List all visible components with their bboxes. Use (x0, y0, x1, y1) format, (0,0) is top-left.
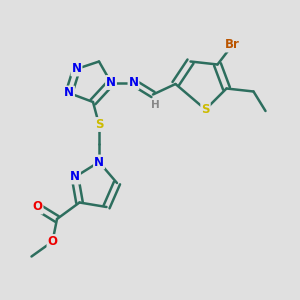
Text: S: S (95, 118, 103, 131)
Text: N: N (94, 155, 104, 169)
Text: H: H (151, 100, 160, 110)
Text: N: N (128, 76, 139, 89)
Text: S: S (201, 103, 210, 116)
Text: N: N (70, 170, 80, 184)
Text: O: O (32, 200, 43, 214)
Text: N: N (71, 62, 82, 76)
Text: N: N (106, 76, 116, 89)
Text: O: O (47, 235, 58, 248)
Text: N: N (64, 86, 74, 100)
Text: Br: Br (225, 38, 240, 52)
